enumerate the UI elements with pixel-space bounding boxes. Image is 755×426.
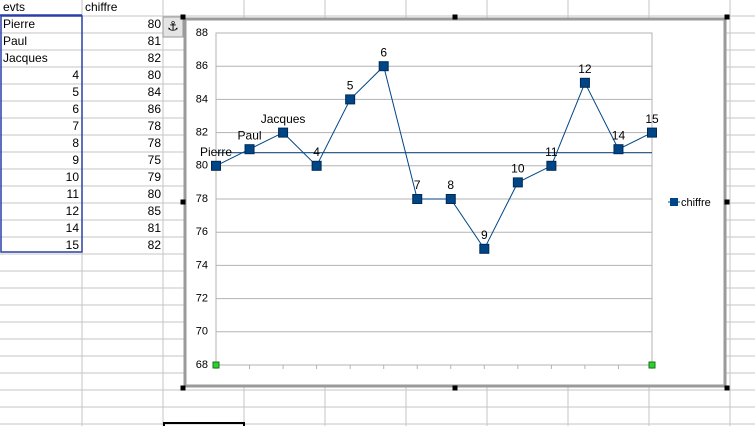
data-point xyxy=(345,94,356,105)
cell: Pierre xyxy=(3,17,35,31)
resize-handle[interactable] xyxy=(452,14,458,20)
y-tick-label: 72 xyxy=(196,293,208,305)
data-label: 7 xyxy=(414,178,421,192)
data-label: 15 xyxy=(645,112,659,126)
data-label: Pierre xyxy=(200,145,232,159)
resize-handle[interactable] xyxy=(180,199,186,205)
resize-handle[interactable] xyxy=(724,199,730,205)
data-point xyxy=(378,61,389,72)
resize-handle[interactable] xyxy=(180,14,186,20)
y-tick-label: 80 xyxy=(196,160,208,172)
data-label: 9 xyxy=(481,228,488,242)
plot-handle[interactable] xyxy=(212,361,220,369)
chart[interactable]: 6870727476788082848688PierrePaulJacques4… xyxy=(183,17,727,388)
y-tick-label: 70 xyxy=(196,326,208,338)
data-label: 6 xyxy=(380,45,387,59)
data-label: Paul xyxy=(238,128,262,142)
cell: 4 xyxy=(72,68,79,82)
cell: 84 xyxy=(148,85,162,99)
y-tick-label: 74 xyxy=(196,259,208,271)
cell: 10 xyxy=(66,170,80,184)
data-label: 12 xyxy=(578,62,592,76)
resize-handle[interactable] xyxy=(452,385,458,391)
cell: 9 xyxy=(72,153,79,167)
cell: 78 xyxy=(148,136,162,150)
cell: 82 xyxy=(148,238,162,252)
data-point xyxy=(412,194,423,204)
data-point xyxy=(311,160,322,171)
header-cell: chiffre xyxy=(85,0,118,14)
data-point xyxy=(579,77,590,88)
cell: 81 xyxy=(148,34,162,48)
data-point xyxy=(211,160,221,171)
data-point xyxy=(647,127,657,138)
y-tick-label: 88 xyxy=(196,27,208,39)
cell: 5 xyxy=(72,85,79,99)
resize-handle[interactable] xyxy=(180,385,186,391)
data-label: Jacques xyxy=(261,112,306,126)
cell: 86 xyxy=(148,102,162,116)
data-point xyxy=(445,194,456,204)
cells: evts chiffre Pierre 80 Paul 81 Jacques 82 4 80 5 84… xyxy=(3,0,161,252)
data-label: 4 xyxy=(313,145,320,159)
y-tick-label: 84 xyxy=(196,93,208,105)
cell: 15 xyxy=(66,238,80,252)
legend-label: chiffre xyxy=(681,197,711,209)
cell: 79 xyxy=(148,170,162,184)
cell: 75 xyxy=(148,153,162,167)
data-point xyxy=(244,144,255,155)
resize-handle[interactable] xyxy=(724,14,730,20)
cell: 6 xyxy=(72,102,79,116)
data-point xyxy=(512,177,523,188)
cell: 8 xyxy=(72,136,79,150)
data-label: 5 xyxy=(347,79,354,93)
data-label: 11 xyxy=(545,145,558,159)
y-tick-label: 86 xyxy=(196,60,208,72)
cell: 80 xyxy=(148,68,162,82)
data-point xyxy=(546,160,557,171)
data-label: 10 xyxy=(511,162,525,176)
legend-marker xyxy=(670,198,678,206)
header-cell: evts xyxy=(3,0,25,14)
cell: Jacques xyxy=(3,51,48,65)
anchor-glyph: ⚓ xyxy=(167,18,179,33)
anchor-icon[interactable] xyxy=(162,16,184,38)
resize-handle[interactable] xyxy=(724,385,730,391)
data-label: 8 xyxy=(447,178,454,192)
y-tick-label: 82 xyxy=(196,127,208,139)
cell: 11 xyxy=(67,187,80,201)
y-tick-label: 68 xyxy=(196,359,208,371)
cell: 80 xyxy=(148,17,162,31)
cell: Paul xyxy=(3,34,27,48)
cell: 78 xyxy=(148,119,162,133)
cell: 7 xyxy=(72,119,79,133)
cell: 82 xyxy=(148,51,162,65)
y-tick-label: 76 xyxy=(196,226,208,238)
y-tick-label: 78 xyxy=(196,193,208,205)
selection-range xyxy=(0,15,83,253)
data-point xyxy=(479,243,490,254)
series-line xyxy=(215,65,653,250)
cell: 85 xyxy=(148,204,162,218)
data-label: 14 xyxy=(612,128,626,142)
plot-handle[interactable] xyxy=(648,361,656,369)
cell: 81 xyxy=(148,221,162,235)
cell: 80 xyxy=(148,187,162,201)
cell: 14 xyxy=(66,221,80,235)
data-point xyxy=(613,144,624,155)
data-point xyxy=(278,127,289,138)
cell: 12 xyxy=(66,204,80,218)
